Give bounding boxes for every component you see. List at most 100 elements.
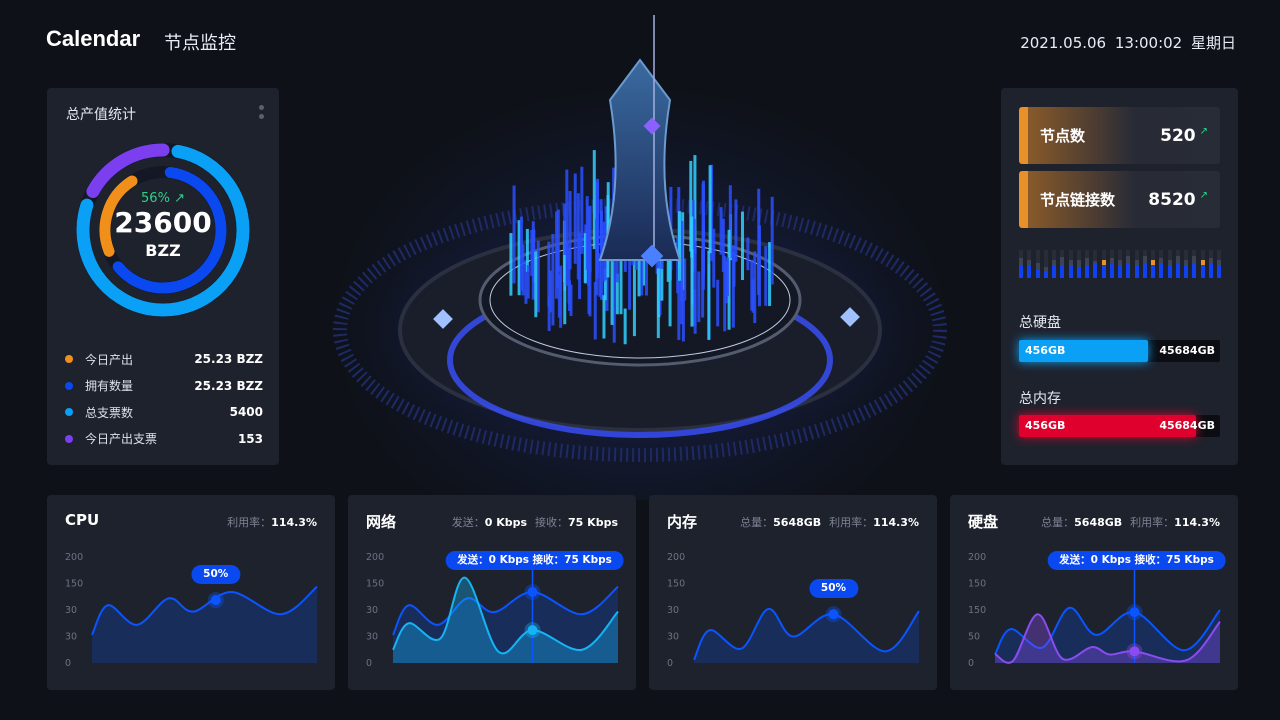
legend-item: 总支票数 5400 [65,399,263,426]
stat-value: 8520 [1148,190,1195,210]
datetime: 2021.05.06 13:00:02 星期日 [1020,32,1236,53]
disk-label: 总硬盘 [1019,312,1061,332]
total-unit: BZZ [47,241,279,260]
y-tick-label: 50 [968,632,980,643]
y-tick-label: 200 [366,552,384,563]
stat-node-links: 节点链接数 8520 ↗ [1019,171,1220,228]
activity-bar [1060,250,1064,278]
highlight-point[interactable] [1130,646,1140,656]
activity-bar [1151,250,1155,278]
activity-bar [1184,250,1188,278]
chart-tooltip: 50% [191,565,240,584]
chart-panel-3: 硬盘 总量：5648GB 利用率：114.3% 200 150 150 50 0 发送：0 Kb… [950,495,1238,690]
stat-label: 节点链接数 [1040,189,1148,210]
y-tick-label: 150 [366,579,384,590]
activity-bar [1110,250,1114,278]
area-chart: 200 150 150 50 0 [950,495,1238,690]
chart-tooltip: 发送：0 Kbps 接收：75 Kbps [445,551,624,570]
y-tick-label: 200 [968,552,986,563]
series-area [92,587,317,663]
activity-bar [1217,250,1221,278]
y-tick-label: 30 [65,605,77,616]
activity-bar [1126,250,1130,278]
y-tick-label: 150 [968,579,986,590]
activity-bar [1036,250,1040,278]
total-value: 45684GB [1159,344,1215,357]
y-tick-label: 200 [667,552,685,563]
activity-bars [1019,250,1221,280]
activity-bar [1168,250,1172,278]
activity-bar [1044,250,1048,278]
legend-label: 拥有数量 [85,377,194,394]
legend-dot [65,355,73,363]
activity-bar [1102,250,1106,278]
activity-bar [1209,250,1213,278]
activity-bar [1052,250,1056,278]
stat-label: 节点数 [1040,125,1160,146]
disk-progress: 456GB 45684GB [1019,340,1220,362]
chart-panel-1: 网络 发送：0 Kbps 接收：75 Kbps 200 150 30 30 0 发送：0 Kbp… [348,495,636,690]
activity-bar [1118,250,1122,278]
y-tick-label: 0 [667,658,673,669]
chart-tooltip: 发送：0 Kbps 接收：75 Kbps [1047,551,1226,570]
series-area [694,609,919,663]
y-tick-label: 30 [667,632,679,643]
area-chart: 200 150 30 30 0 [47,495,335,690]
arrow-up-right-icon: ↗ [170,191,185,206]
legend-item: 今日产出支票 153 [65,426,263,453]
highlight-point[interactable] [829,609,839,619]
y-tick-label: 0 [366,658,372,669]
y-tick-label: 150 [65,579,83,590]
activity-bar [1192,250,1196,278]
chart-panel-0: CPU 利用率：114.3% 200 150 30 30 0 50% [47,495,335,690]
node-stats-panel: 节点数 520 ↗ 节点链接数 8520 ↗ 总硬盘 456GB 45684GB 总内存 … [1001,88,1238,465]
legend-label: 总支票数 [85,404,230,421]
stat-node-count: 节点数 520 ↗ [1019,107,1220,164]
area-chart: 200 150 30 30 0 [649,495,937,690]
total-value: 45684GB [1159,419,1215,432]
legend-item: 拥有数量 25.23 BZZ [65,373,263,400]
total-value: 23600 [47,206,279,239]
growth-percent: 56% ↗ [47,191,279,206]
legend-dot [65,435,73,443]
node-tower-illustration [300,0,980,490]
y-tick-label: 200 [65,552,83,563]
app-title: Calendar [46,26,140,52]
legend-value: 153 [238,432,263,446]
activity-bar [1176,250,1180,278]
y-tick-label: 30 [667,605,679,616]
used-value: 456GB [1025,419,1065,432]
memory-progress: 456GB 45684GB [1019,415,1220,437]
y-tick-label: 150 [968,605,986,616]
activity-bar [1159,250,1163,278]
activity-bar [1077,250,1081,278]
arrow-up-right-icon: ↗ [1200,190,1208,201]
legend-value: 5400 [230,405,263,419]
used-value: 456GB [1025,344,1065,357]
legend-label: 今日产出支票 [85,430,238,447]
y-tick-label: 0 [65,658,71,669]
y-tick-label: 30 [65,632,77,643]
activity-bar [1093,250,1097,278]
more-options-icon[interactable] [259,105,265,123]
y-tick-label: 150 [667,579,685,590]
legend: 今日产出 25.23 BZZ 拥有数量 25.23 BZZ 总支票数 5400 今日产出支票… [65,346,263,452]
chart-tooltip: 50% [809,579,858,598]
arrow-up-right-icon: ↗ [1200,126,1208,137]
highlight-point[interactable] [528,625,538,635]
activity-bar [1019,250,1023,278]
activity-bar [1201,250,1205,278]
page-subtitle: 节点监控 [164,29,236,55]
highlight-point[interactable] [211,595,221,605]
legend-item: 今日产出 25.23 BZZ [65,346,263,373]
activity-bar [1135,250,1139,278]
highlight-point[interactable] [528,587,538,597]
stat-value: 520 [1160,126,1196,146]
memory-label: 总内存 [1019,388,1061,408]
y-tick-label: 0 [968,658,974,669]
chart-panel-2: 内存 总量：5648GB 利用率：114.3% 200 150 30 30 0 50% [649,495,937,690]
legend-label: 今日产出 [85,351,194,368]
legend-value: 25.23 BZZ [194,379,263,393]
activity-bar [1027,250,1031,278]
highlight-point[interactable] [1130,607,1140,617]
